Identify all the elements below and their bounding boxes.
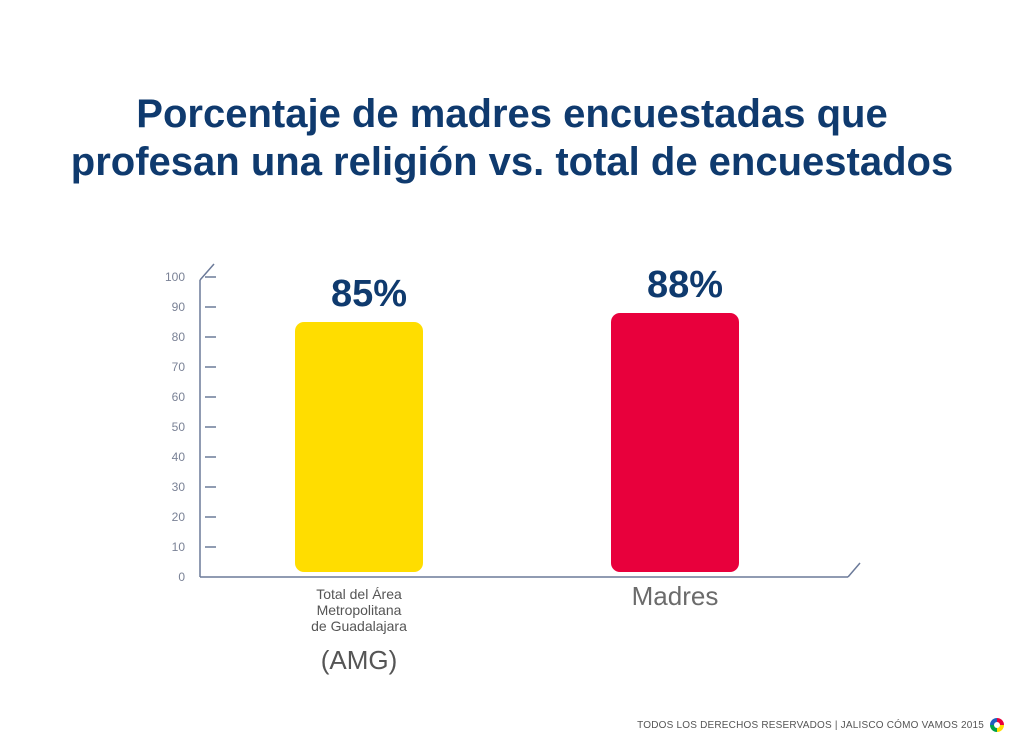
bar — [295, 322, 423, 572]
x-axis-cap — [847, 562, 861, 578]
y-tick-label: 80 — [172, 330, 186, 344]
y-tick-label: 100 — [165, 270, 185, 284]
x-category-label: de Guadalajara — [311, 618, 407, 634]
y-tick-label: 30 — [172, 480, 186, 494]
chart-title: Porcentaje de madres encuestadas que pro… — [0, 90, 1024, 186]
y-tick-label: 70 — [172, 360, 186, 374]
y-tick-label: 50 — [172, 420, 186, 434]
y-axis-cap — [199, 263, 215, 281]
y-tick-label: 0 — [178, 570, 185, 584]
y-tick-label: 40 — [172, 450, 186, 464]
chart-title-line-1: Porcentaje de madres encuestadas que — [136, 92, 888, 136]
bar — [611, 313, 739, 572]
footer-copyright: TODOS LOS DERECHOS RESERVADOS | JALISCO … — [637, 720, 984, 731]
x-category-label: (AMG) — [321, 645, 398, 675]
x-category-label: Metropolitana — [317, 602, 402, 618]
y-tick-label: 10 — [172, 540, 186, 554]
x-category-label: Total del Área — [316, 586, 402, 602]
data-label: 85% — [331, 273, 407, 315]
x-category-label: Madres — [632, 581, 719, 611]
data-label: 88% — [647, 264, 723, 306]
jalisco-como-vamos-logo-icon — [990, 718, 1004, 732]
y-tick-label: 20 — [172, 510, 186, 524]
y-tick-label: 90 — [172, 300, 186, 314]
y-tick-label: 60 — [172, 390, 186, 404]
chart-title-line-2: profesan una religión vs. total de encue… — [70, 140, 954, 184]
